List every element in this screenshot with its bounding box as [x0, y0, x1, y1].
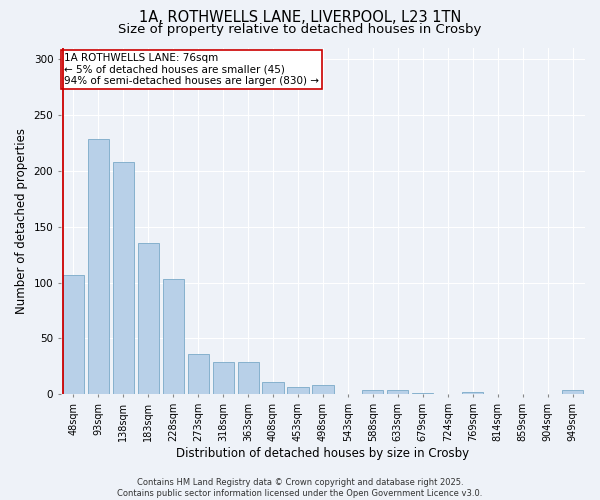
Bar [113, 162, 134, 394]
Bar [63, 274, 84, 394]
Bar [163, 279, 184, 394]
Text: Contains HM Land Registry data © Crown copyright and database right 2025.
Contai: Contains HM Land Registry data © Crown c… [118, 478, 482, 498]
Bar [462, 392, 484, 394]
Bar [137, 244, 159, 394]
Bar [387, 390, 409, 394]
X-axis label: Distribution of detached houses by size in Crosby: Distribution of detached houses by size … [176, 447, 470, 460]
Bar [262, 382, 284, 394]
Bar [562, 390, 583, 394]
Bar [212, 362, 234, 394]
Bar [88, 140, 109, 394]
Bar [287, 386, 308, 394]
Bar [362, 390, 383, 394]
Bar [238, 362, 259, 394]
Text: 1A ROTHWELLS LANE: 76sqm
← 5% of detached houses are smaller (45)
94% of semi-de: 1A ROTHWELLS LANE: 76sqm ← 5% of detache… [64, 53, 319, 86]
Bar [188, 354, 209, 395]
Text: 1A, ROTHWELLS LANE, LIVERPOOL, L23 1TN: 1A, ROTHWELLS LANE, LIVERPOOL, L23 1TN [139, 10, 461, 25]
Bar [313, 386, 334, 394]
Text: Size of property relative to detached houses in Crosby: Size of property relative to detached ho… [118, 22, 482, 36]
Y-axis label: Number of detached properties: Number of detached properties [15, 128, 28, 314]
